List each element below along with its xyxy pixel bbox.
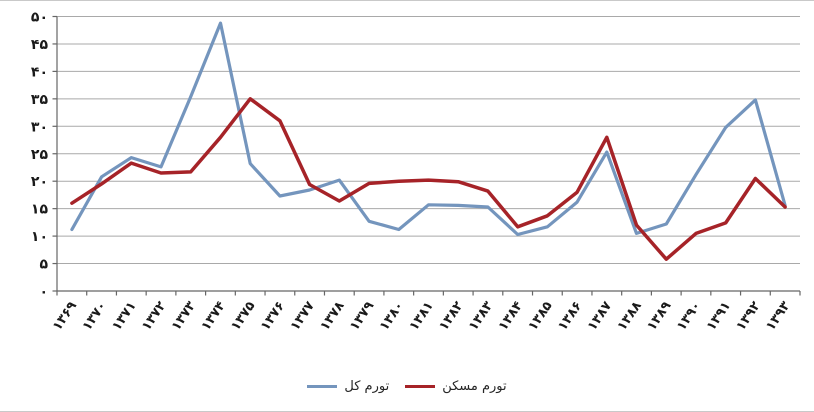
series-line-total-inflation [70, 21, 787, 237]
svg-text:۱۵: ۱۵ [31, 202, 49, 218]
y-axis-labels: ۰ ۵ ۱۰ ۱۵ ۲۰ ۲۵ ۳۰ ۳۵ ۴۰ ۴۵ ۵۰ [31, 10, 49, 301]
x-axis-labels: ۱۳۶۹ ۱۳۷۰ ۱۳۷۱ ۱۳۷۲ ۱۳۷۳ ۱۳۷۴ ۱۳۷۵ ۱۳۷۶ ۱۳۷۷ ۱۳۷۸… [50, 299, 793, 334]
legend-item-housing-inflation: تورم مسکن [405, 379, 507, 394]
svg-text:۰: ۰ [39, 284, 48, 300]
tick-marks [52, 15, 801, 296]
svg-text:۵: ۵ [39, 257, 48, 273]
legend-label-housing-inflation: تورم مسکن [442, 379, 507, 394]
svg-text:۴۵: ۴۵ [31, 37, 49, 53]
svg-text:۲۰: ۲۰ [31, 174, 48, 190]
svg-text:۱۳۷۵: ۱۳۷۵ [228, 299, 258, 334]
legend-label-total-inflation: تورم کل [344, 379, 390, 394]
svg-text:۱۳۹۰: ۱۳۹۰ [674, 299, 704, 334]
legend-swatch-total-inflation [307, 385, 338, 388]
series-line-housing-inflation [70, 97, 787, 261]
svg-text:۱۳۸۰: ۱۳۸۰ [377, 299, 407, 334]
svg-text:۳۵: ۳۵ [31, 92, 49, 108]
svg-text:۱۳۸۴: ۱۳۸۴ [496, 299, 526, 334]
svg-text:۱۳۹۲: ۱۳۹۲ [734, 299, 764, 334]
svg-text:۱۳۸۹: ۱۳۸۹ [644, 299, 674, 334]
svg-text:۱۳۸۵: ۱۳۸۵ [526, 299, 556, 334]
svg-text:۱۳۸۶: ۱۳۸۶ [555, 299, 585, 334]
chart-legend: تورم کل تورم مسکن [0, 379, 814, 394]
svg-text:۱۳۷۴: ۱۳۷۴ [199, 299, 229, 334]
legend-swatch-housing-inflation [405, 385, 436, 388]
svg-text:۲۵: ۲۵ [31, 147, 49, 163]
svg-text:۱۳۷۸: ۱۳۷۸ [317, 299, 347, 334]
svg-text:۱۳۷۷: ۱۳۷۷ [288, 299, 318, 334]
gridlines [57, 16, 800, 265]
svg-text:۱۳۷۳: ۱۳۷۳ [169, 299, 199, 334]
svg-text:۵۰: ۵۰ [31, 10, 48, 26]
svg-text:۱۳۷۱: ۱۳۷۱ [109, 299, 139, 334]
svg-text:۱۰: ۱۰ [31, 229, 48, 245]
svg-text:۱۳۸۱: ۱۳۸۱ [407, 299, 437, 334]
svg-text:۳۰: ۳۰ [31, 119, 48, 135]
svg-text:۱۳۷۹: ۱۳۷۹ [347, 299, 377, 334]
svg-text:۱۳۷۲: ۱۳۷۲ [139, 299, 169, 334]
svg-text:۴۰: ۴۰ [31, 64, 48, 80]
svg-text:۱۳۸۳: ۱۳۸۳ [466, 299, 496, 334]
svg-text:۱۳۹۳: ۱۳۹۳ [763, 299, 793, 334]
svg-text:۱۳۷۶: ۱۳۷۶ [258, 299, 288, 334]
svg-text:۱۳۷۰: ۱۳۷۰ [80, 299, 110, 334]
svg-text:۱۳۸۷: ۱۳۸۷ [585, 299, 615, 334]
svg-text:۱۳۹۱: ۱۳۹۱ [704, 299, 734, 334]
svg-text:۱۳۶۹: ۱۳۶۹ [50, 299, 80, 334]
legend-item-total-inflation: تورم کل [307, 379, 389, 394]
svg-text:۱۳۸۸: ۱۳۸۸ [615, 299, 645, 334]
svg-text:۱۳۸۲: ۱۳۸۲ [436, 299, 466, 334]
